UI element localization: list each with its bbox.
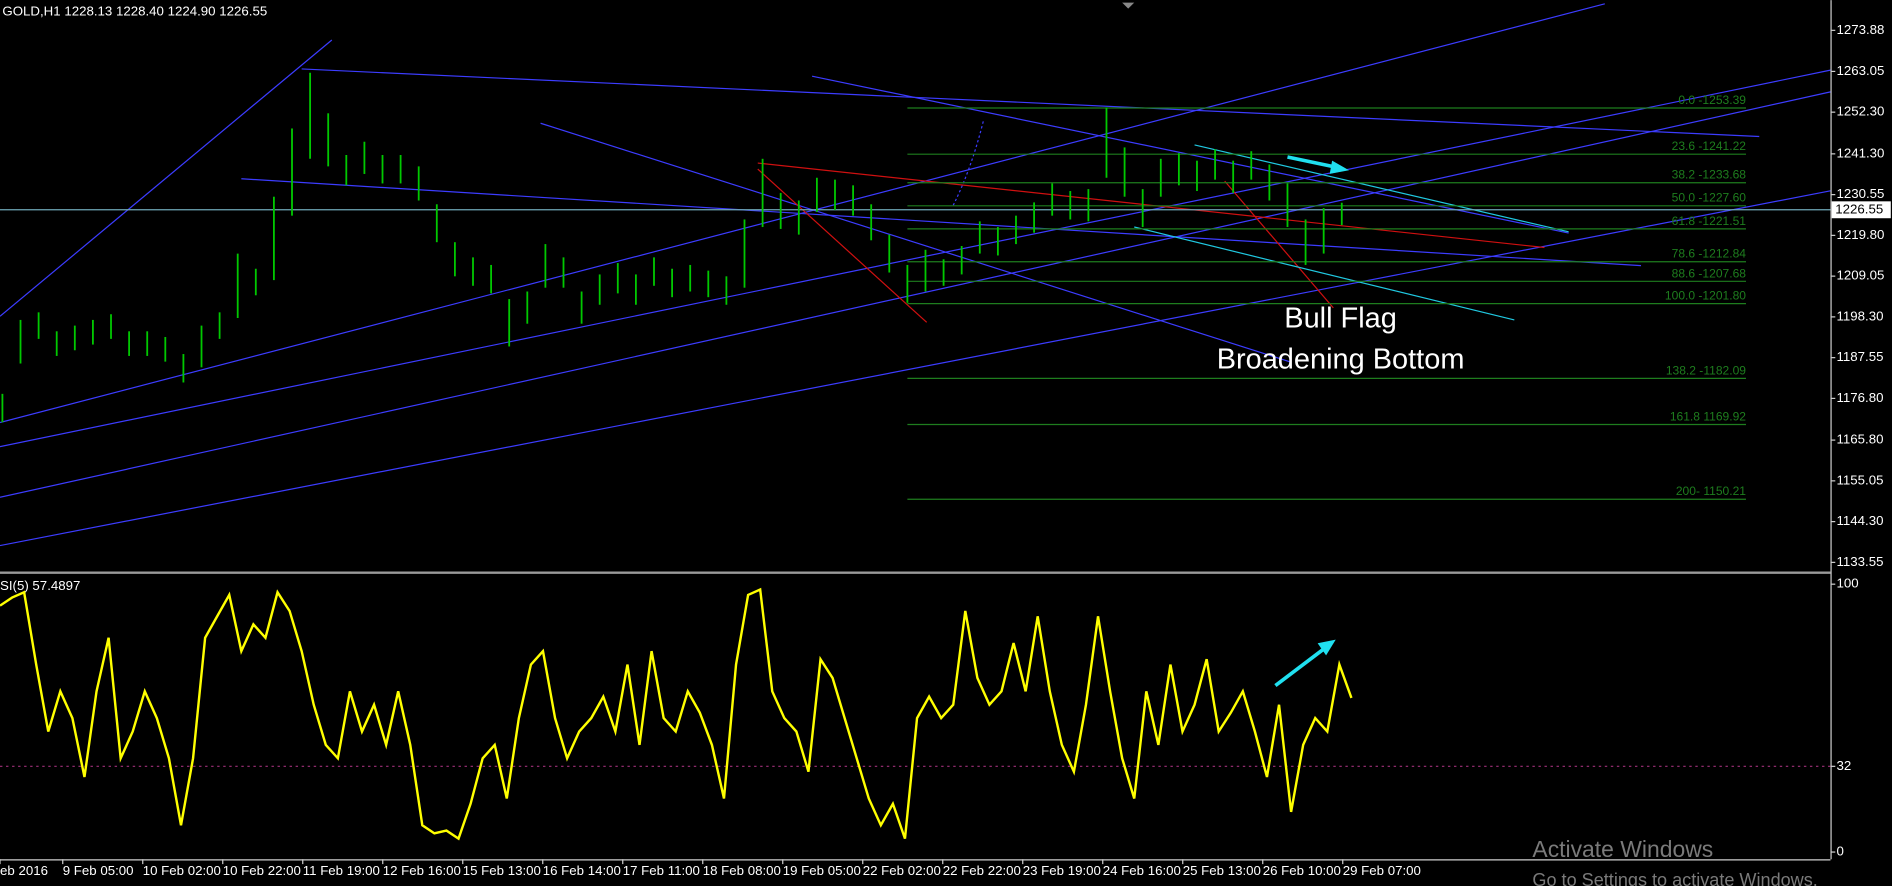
trend-line <box>0 69 1831 448</box>
x-tick-label: 22 Feb 02:00 <box>863 863 941 878</box>
fib-label: 61.8 -1221.51 <box>1672 214 1747 228</box>
y-tick-label: 1144.30 <box>1836 513 1883 528</box>
fib-label: 50.0 -1227.60 <box>1672 191 1747 205</box>
fib-label: 0.0 -1253.39 <box>1678 93 1746 107</box>
y-tick-label: 1165.80 <box>1836 432 1883 447</box>
x-tick-label: 16 Feb 14:00 <box>543 863 621 878</box>
y-tick-label: 1230.55 <box>1836 186 1884 201</box>
y-tick-label: 1209.05 <box>1836 268 1884 283</box>
x-tick-label: 11 Feb 19:00 <box>303 863 380 878</box>
trend-line <box>0 190 1831 547</box>
fib-label: 100.0 -1201.80 <box>1665 289 1746 303</box>
trend-line <box>0 91 1831 498</box>
arrow-head <box>1317 639 1336 656</box>
x-tick-label: eb 2016 <box>0 863 48 878</box>
trend-line <box>757 168 928 323</box>
x-tick-label: 15 Feb 13:00 <box>463 863 541 878</box>
arrow <box>1287 155 1340 170</box>
y-tick-label: 1187.55 <box>1836 349 1883 364</box>
x-tick-label: 26 Feb 10:00 <box>1263 863 1341 878</box>
trend-line <box>0 39 333 317</box>
y-tick-label: 1133.55 <box>1836 554 1883 569</box>
y-tick-label: 1241.30 <box>1836 145 1884 160</box>
rsi-line <box>0 587 1353 841</box>
arrow-head <box>1329 160 1350 174</box>
chart-title: GOLD,H1 1228.13 1228.40 1224.90 1226.55 <box>2 4 267 19</box>
y-tick-label: 1263.05 <box>1836 63 1884 78</box>
watermark: Activate Windows <box>1532 836 1713 862</box>
y-tick-label: 1219.80 <box>1836 227 1884 242</box>
trend-line <box>1224 180 1334 309</box>
indicator-title: SI(5) 57.4897 <box>0 578 80 593</box>
x-tick-label: 24 Feb 16:00 <box>1103 863 1181 878</box>
x-tick-label: 17 Feb 11:00 <box>623 863 700 878</box>
y-tick-label: 1176.80 <box>1836 390 1883 405</box>
shift-marker <box>1122 2 1135 9</box>
fib-label: 88.6 -1207.68 <box>1672 266 1747 280</box>
x-tick-label: 18 Feb 08:00 <box>703 863 781 878</box>
trend-line <box>1134 226 1515 321</box>
y-tick-label: 1273.88 <box>1836 22 1884 37</box>
current-price-box <box>1831 201 1891 219</box>
fib-label: 138.2 -1182.09 <box>1666 363 1746 377</box>
arrow <box>1274 646 1326 687</box>
x-tick-label: 22 Feb 22:00 <box>943 863 1021 878</box>
fib-label: 200- 1150.21 <box>1676 484 1746 498</box>
x-tick-label: 25 Feb 13:00 <box>1183 863 1261 878</box>
trend-line <box>301 68 1760 138</box>
trend-line <box>1194 144 1569 233</box>
x-tick-label: 19 Feb 05:00 <box>783 863 861 878</box>
fib-label: 38.2 -1233.68 <box>1672 168 1747 182</box>
x-tick-label: 29 Feb 07:00 <box>1343 863 1421 878</box>
y-tick-label: 32 <box>1836 758 1851 773</box>
x-tick-label: 10 Feb 02:00 <box>143 863 221 878</box>
x-tick-label: 12 Feb 16:00 <box>383 863 461 878</box>
x-tick-label: 10 Feb 22:00 <box>223 863 301 878</box>
fib-label: 78.6 -1212.84 <box>1672 247 1747 261</box>
annotation: Broadening Bottom <box>1217 344 1465 376</box>
y-tick-label: 1198.30 <box>1836 308 1883 323</box>
trend-line <box>241 178 1642 267</box>
y-tick-label: 1155.05 <box>1836 472 1883 487</box>
fib-label: 23.6 -1241.22 <box>1672 139 1747 153</box>
x-tick-label: 23 Feb 19:00 <box>1023 863 1101 878</box>
trend-line <box>540 122 1292 363</box>
y-tick-label: 1252.30 <box>1836 104 1884 119</box>
current-price-label: 1226.55 <box>1835 201 1883 216</box>
y-tick-label: 0 <box>1836 844 1843 859</box>
annotation: Bull Flag <box>1284 303 1397 335</box>
fib-label: 161.8 1169.92 <box>1670 409 1746 423</box>
price-bars <box>1 72 1343 423</box>
x-tick-label: 9 Feb 05:00 <box>63 863 134 878</box>
watermark: Go to Settings to activate Windows. <box>1532 870 1817 886</box>
y-tick-label: 100 <box>1836 576 1858 591</box>
trend-lines <box>0 2 1831 687</box>
